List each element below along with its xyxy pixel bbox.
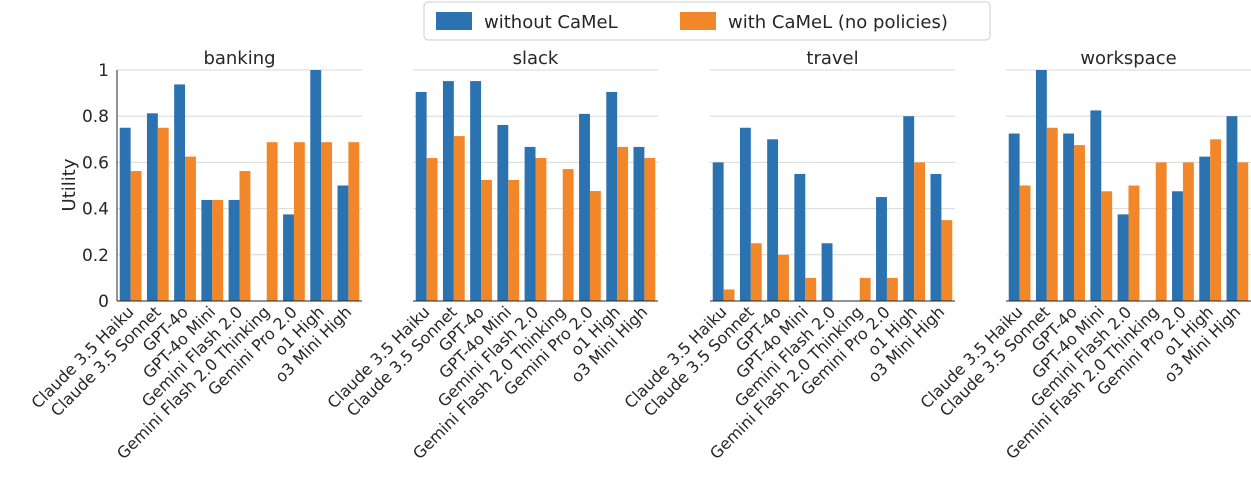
- bar-with-camel: [1182, 162, 1194, 301]
- y-tick-label: 0.6: [82, 153, 109, 173]
- legend-swatch-without-camel: [436, 12, 472, 30]
- bar-with-camel: [886, 277, 898, 301]
- bar-without-camel: [606, 91, 618, 301]
- panel-title: banking: [203, 48, 275, 69]
- bar-without-camel: [442, 81, 454, 301]
- bar-with-camel: [1128, 185, 1140, 301]
- legend-swatch-with-camel: [680, 12, 716, 30]
- bar-with-camel: [239, 171, 251, 301]
- y-tick-label: 0.8: [82, 107, 109, 127]
- bar-without-camel: [337, 185, 349, 301]
- bar-with-camel: [348, 142, 360, 301]
- panel-title: slack: [513, 48, 559, 69]
- panel-title: workspace: [1080, 48, 1176, 69]
- bar-with-camel: [1046, 127, 1058, 301]
- bar-without-camel: [876, 197, 887, 301]
- bar-without-camel: [146, 113, 158, 301]
- bar-with-camel: [130, 171, 142, 301]
- bar-with-camel: [589, 191, 601, 301]
- legend-label-with-camel: with CaMeL (no policies): [728, 12, 948, 33]
- bar-without-camel: [633, 146, 645, 301]
- bar-without-camel: [712, 162, 724, 301]
- bar-without-camel: [470, 81, 482, 301]
- bar-with-camel: [535, 158, 547, 301]
- bar-without-camel: [1035, 70, 1047, 301]
- y-tick-label: 0: [98, 292, 109, 312]
- panel-title: travel: [806, 48, 858, 69]
- legend: without CaMeL with CaMeL (no policies): [423, 1, 991, 41]
- bar-without-camel: [767, 139, 779, 301]
- y-axis-label: Utility: [59, 158, 80, 211]
- bar-without-camel: [201, 199, 213, 301]
- y-tick-label: 0.4: [82, 200, 109, 220]
- bar-with-camel: [321, 142, 333, 301]
- bar-with-camel: [481, 179, 492, 301]
- bar-with-camel: [723, 289, 735, 301]
- bar-with-camel: [185, 156, 196, 301]
- bar-without-camel: [1008, 133, 1020, 301]
- bar-with-camel: [1101, 191, 1113, 301]
- bar-with-camel: [157, 127, 169, 301]
- bar-without-camel: [1226, 116, 1238, 301]
- y-tick-label: 0.2: [82, 246, 109, 266]
- bar-with-camel: [562, 169, 574, 301]
- legend-label-without-camel: without CaMeL: [484, 12, 618, 33]
- bar-with-camel: [1074, 145, 1085, 301]
- bar-without-camel: [310, 70, 322, 301]
- bar-without-camel: [1117, 214, 1129, 301]
- bar-without-camel: [739, 127, 751, 301]
- bar-with-camel: [644, 158, 656, 301]
- bar-with-camel: [1210, 139, 1222, 301]
- bar-without-camel: [524, 146, 536, 301]
- bar-with-camel: [212, 199, 224, 301]
- bar-with-camel: [941, 220, 953, 301]
- bar-with-camel: [1237, 162, 1249, 301]
- bar-without-camel: [415, 91, 427, 301]
- bar-with-camel: [859, 277, 871, 301]
- bar-with-camel: [1019, 185, 1031, 301]
- bar-with-camel: [1155, 162, 1167, 301]
- bar-without-camel: [119, 127, 131, 301]
- bar-without-camel: [228, 199, 240, 301]
- bar-with-camel: [266, 142, 278, 301]
- bar-with-camel: [426, 158, 438, 301]
- bar-with-camel: [508, 179, 520, 301]
- bar-without-camel: [1199, 156, 1211, 301]
- bar-without-camel: [1090, 110, 1102, 301]
- bar-without-camel: [497, 124, 509, 301]
- bar-without-camel: [903, 116, 915, 301]
- bar-without-camel: [930, 173, 942, 301]
- bar-with-camel: [453, 136, 465, 301]
- bar-with-camel: [617, 146, 629, 301]
- bar-without-camel: [579, 113, 590, 301]
- bar-with-camel: [778, 254, 789, 301]
- bar-without-camel: [1172, 191, 1183, 301]
- bar-without-camel: [794, 173, 806, 301]
- bar-without-camel: [1063, 133, 1075, 301]
- bar-without-camel: [174, 84, 186, 301]
- bar-without-camel: [821, 243, 833, 301]
- bar-with-camel: [293, 142, 305, 301]
- y-tick-label: 1: [98, 61, 109, 81]
- bar-with-camel: [805, 277, 817, 301]
- bar-without-camel: [283, 214, 294, 301]
- bar-with-camel: [914, 162, 926, 301]
- bar-with-camel: [750, 243, 762, 301]
